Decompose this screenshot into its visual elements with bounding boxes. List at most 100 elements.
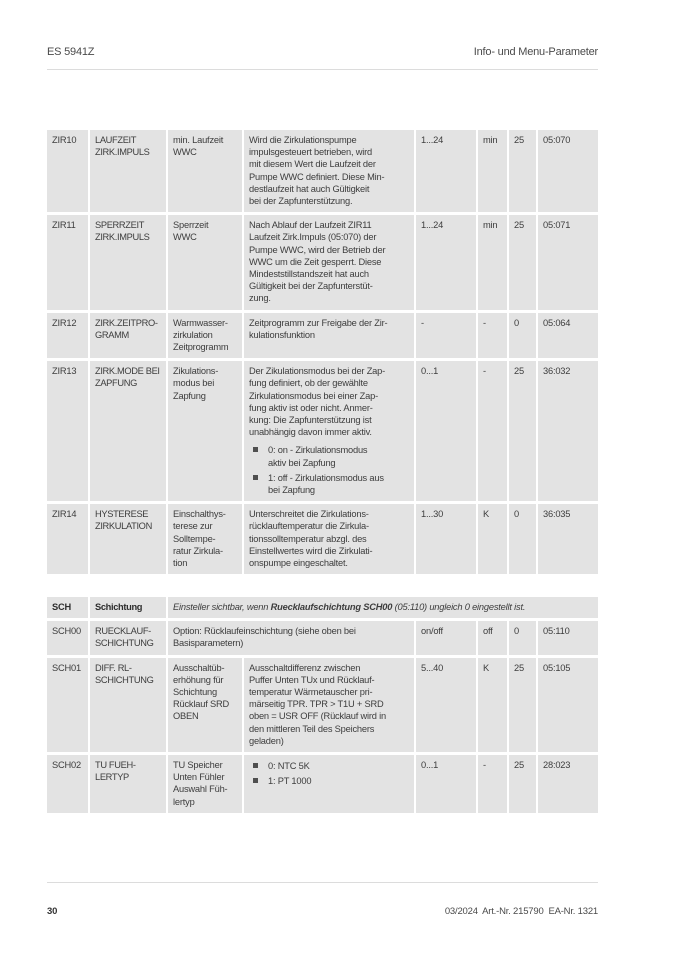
- param-range-cell: 0...1: [416, 755, 476, 813]
- param-range-cell: 1...30: [416, 504, 476, 575]
- param-unit-cell: K: [478, 504, 507, 575]
- param-address-cell: 05:071: [538, 215, 598, 310]
- note-prefix: Einsteller sichtbar, wenn: [173, 602, 271, 612]
- param-shortdesc-cell: Sperrzeit WWC: [168, 215, 242, 310]
- param-unit-cell: -: [478, 361, 507, 502]
- param-range-cell: 5...40: [416, 657, 476, 753]
- param-desc-cell: Unterschreitet die Zirkulations- rücklau…: [244, 504, 414, 575]
- param-range-cell: 1...24: [416, 215, 476, 310]
- param-unit-cell: off: [478, 621, 507, 655]
- param-shortdesc-cell: Ausschaltüb- erhöhung für Schichtung Rüc…: [168, 657, 242, 753]
- param-desc-text: Zeitprogramm zur Freigabe der Zir- kulat…: [249, 317, 388, 340]
- param-name-cell: ZIRK.ZEITPRO- GRAMM: [90, 312, 166, 359]
- param-option-item: 1: PT 1000: [249, 775, 410, 787]
- param-default-cell: 0: [509, 504, 536, 575]
- param-shortdesc-cell: Warmwasser- zirkulation Zeitprogramm: [168, 312, 242, 359]
- param-name-cell: HYSTERESE ZIRKULATION: [90, 504, 166, 575]
- note-suffix: (05:110) ungleich 0 eingestellt ist.: [392, 602, 526, 612]
- param-id-cell: ZIR10: [47, 130, 88, 213]
- param-address-cell: 36:032: [538, 361, 598, 502]
- param-desc-cell: 0: NTC 5K 1: PT 1000: [244, 755, 414, 813]
- param-desc-text: Nach Ablauf der Laufzeit ZIR11 Laufzeit …: [249, 220, 386, 304]
- bullet-square-icon: [253, 778, 258, 784]
- param-unit-cell: K: [478, 657, 507, 753]
- param-unit-cell: min: [478, 215, 507, 310]
- footer-page-number: 30: [47, 906, 58, 917]
- param-id-cell: ZIR12: [47, 312, 88, 359]
- param-default-cell: 25: [509, 755, 536, 813]
- param-id-cell: SCH01: [47, 657, 88, 753]
- param-shortdesc-cell: min. Laufzeit WWC: [168, 130, 242, 213]
- param-name-cell: RUECKLAUF- SCHICHTUNG: [90, 621, 166, 655]
- param-name-cell: TU FUEH- LERTYP: [90, 755, 166, 813]
- param-desc-cell: Der Zikulationsmodus bei der Zap- fung d…: [244, 361, 414, 502]
- bullet-square-icon: [253, 447, 258, 453]
- param-default-cell: 25: [509, 361, 536, 502]
- param-option-text: 0: NTC 5K: [268, 761, 310, 772]
- param-desc-cell: Wird die Zirkulationspumpe impulsgesteue…: [244, 130, 414, 213]
- param-id-cell: ZIR13: [47, 361, 88, 502]
- param-desc-text: Wird die Zirkulationspumpe impulsgesteue…: [249, 135, 385, 207]
- param-option-list: 0: on - Zirkulationsmodus aktiv bei Zapf…: [249, 444, 410, 496]
- param-unit-cell: -: [478, 755, 507, 813]
- param-desc-cell: Nach Ablauf der Laufzeit ZIR11 Laufzeit …: [244, 215, 414, 310]
- param-unit-cell: -: [478, 312, 507, 359]
- param-shortdesc-cell: TU Speicher Unten Fühler Auswahl Füh- le…: [168, 755, 242, 813]
- param-desc-text: Der Zikulationsmodus bei der Zap- fung d…: [249, 366, 386, 438]
- param-row-zir13: ZIR13 ZIRK.MODE BEI ZAPFUNG Zikulations- m…: [47, 361, 598, 502]
- chapter-title: Info- und Menu-Parameter: [473, 46, 598, 58]
- footer-divider: [47, 882, 598, 883]
- bullet-square-icon: [253, 474, 258, 480]
- param-option-text: 1: off - Zirkulationsmodus aus bei Zapfu…: [268, 472, 384, 496]
- note-bold-reference: Ruecklaufschichtung SCH00: [270, 602, 393, 612]
- bullet-square-icon: [253, 763, 258, 769]
- page-header: ES 5941Z Info- und Menu-Parameter: [47, 46, 598, 58]
- param-desc-text: Option: Rücklaufeinschichtung (siehe obe…: [173, 626, 356, 649]
- document-id: ES 5941Z: [47, 46, 95, 58]
- param-address-cell: 05:110: [538, 621, 598, 655]
- param-address-cell: 05:070: [538, 130, 598, 213]
- param-name-cell: SPERRZEIT ZIRK.IMPULS: [90, 215, 166, 310]
- param-id-cell: ZIR14: [47, 504, 88, 575]
- param-address-cell: 28:023: [538, 755, 598, 813]
- param-name-cell: LAUFZEIT ZIRK.IMPULS: [90, 130, 166, 213]
- section-visibility-note-cell: Einsteller sichtbar, wenn Ruecklaufschic…: [168, 597, 598, 619]
- param-name-cell: ZIRK.MODE BEI ZAPFUNG: [90, 361, 166, 502]
- param-row-sch02: SCH02 TU FUEH- LERTYP TU Speicher Unten Fü…: [47, 755, 598, 813]
- param-address-cell: 05:105: [538, 657, 598, 753]
- param-range-cell: 1...24: [416, 130, 476, 213]
- param-option-item: 0: on - Zirkulationsmodus aktiv bei Zapf…: [249, 444, 410, 468]
- param-default-cell: 25: [509, 657, 536, 753]
- param-row-zir10: ZIR10 LAUFZEIT ZIRK.IMPULS min. Laufzeit W…: [47, 130, 598, 213]
- section-code-cell: SCH: [47, 597, 88, 619]
- header-divider: [47, 69, 598, 70]
- param-desc-cell: Option: Rücklaufeinschichtung (siehe obe…: [168, 621, 414, 655]
- section-header-row-sch: SCH Schichtung Einsteller sichtbar, wenn R…: [47, 597, 598, 619]
- param-row-zir12: ZIR12 ZIRK.ZEITPRO- GRAMM Warmwasser- zirk…: [47, 312, 598, 359]
- param-default-cell: 0: [509, 312, 536, 359]
- param-id-cell: SCH02: [47, 755, 88, 813]
- param-option-text: 0: on - Zirkulationsmodus aktiv bei Zapf…: [268, 445, 368, 468]
- param-row-sch00: SCH00 RUECKLAUF- SCHICHTUNG Option: Rückla…: [47, 621, 598, 655]
- param-row-zir14: ZIR14 HYSTERESE ZIRKULATION Einschalthys- …: [47, 504, 598, 575]
- param-default-cell: 25: [509, 215, 536, 310]
- param-range-cell: -: [416, 312, 476, 359]
- section-title-cell: Schichtung: [90, 597, 166, 619]
- footer-edition-info: 03/2024 Art.-Nr. 215790 EA-Nr. 1321: [444, 906, 598, 917]
- param-desc-text: Unterschreitet die Zirkulations- rücklau…: [249, 509, 373, 569]
- param-row-sch01: SCH01 DIFF. RL- SCHICHTUNG Ausschaltüb- er…: [47, 657, 598, 753]
- param-row-zir11: ZIR11 SPERRZEIT ZIRK.IMPULS Sperrzeit WWC N…: [47, 215, 598, 310]
- param-address-cell: 05:064: [538, 312, 598, 359]
- param-name-cell: DIFF. RL- SCHICHTUNG: [90, 657, 166, 753]
- param-option-item: 1: off - Zirkulationsmodus aus bei Zapfu…: [249, 472, 410, 496]
- param-option-text: 1: PT 1000: [268, 776, 312, 787]
- param-option-list: 0: NTC 5K 1: PT 1000: [249, 760, 410, 787]
- param-desc-cell: Ausschaltdifferenz zwischen Puffer Unten…: [244, 657, 414, 753]
- param-desc-cell: Zeitprogramm zur Freigabe der Zir- kulat…: [244, 312, 414, 359]
- param-default-cell: 0: [509, 621, 536, 655]
- param-desc-text: Ausschaltdifferenz zwischen Puffer Unten…: [249, 662, 386, 746]
- param-option-item: 0: NTC 5K: [249, 760, 410, 772]
- param-id-cell: SCH00: [47, 621, 88, 655]
- parameter-table-zirkulation: ZIR10 LAUFZEIT ZIRK.IMPULS min. Laufzeit W…: [47, 130, 598, 577]
- page-footer: 30 03/2024 Art.-Nr. 215790 EA-Nr. 1321: [47, 906, 598, 917]
